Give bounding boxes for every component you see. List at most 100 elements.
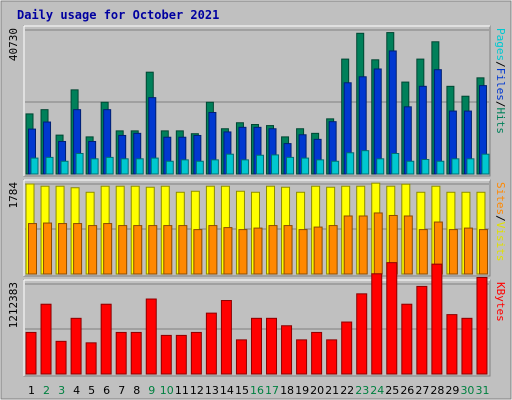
x-tick-label: 7 [118, 384, 125, 397]
bar-sites-day-29 [448, 229, 458, 275]
x-tick-label: 8 [133, 384, 140, 397]
x-tick-label: 22 [340, 384, 354, 397]
legend-entry: / [494, 61, 507, 68]
bar-pages-day-14 [225, 153, 234, 175]
bar-kbytes-day-11 [175, 334, 187, 375]
bar-sites-day-23 [358, 215, 368, 275]
bar-pages-day-31 [481, 153, 490, 175]
bar-kbytes-day-8 [130, 331, 142, 375]
bar-kbytes-day-7 [115, 331, 127, 375]
x-tick-label: 25 [385, 384, 399, 397]
x-tick-label: 17 [265, 384, 279, 397]
bar-pages-day-15 [240, 159, 249, 175]
x-tick-label: 11 [175, 384, 189, 397]
bar-kbytes-day-27 [416, 285, 428, 375]
legend-kbytes: KBytes [494, 282, 507, 322]
bar-pages-day-6 [105, 156, 114, 175]
bar-kbytes-day-4 [70, 317, 82, 375]
y-max-label: 40730 [7, 28, 20, 61]
bar-pages-day-2 [45, 156, 54, 175]
bar-kbytes-day-23 [356, 293, 368, 375]
bar-kbytes-day-31 [476, 276, 488, 375]
bar-pages-day-19 [301, 157, 310, 175]
y-max-label: 1784 [7, 182, 20, 209]
bar-kbytes-day-30 [461, 317, 473, 375]
x-tick-label: 3 [58, 384, 65, 397]
bar-kbytes-day-5 [85, 342, 97, 375]
bar-sites-day-12 [193, 229, 203, 275]
bar-pages-day-25 [391, 152, 400, 175]
bar-kbytes-day-9 [145, 298, 157, 375]
bar-sites-day-10 [163, 225, 173, 275]
legend-entry: Visits [494, 222, 507, 262]
bar-pages-day-7 [120, 158, 129, 175]
bar-sites-day-22 [343, 215, 353, 275]
bar-sites-day-4 [73, 223, 83, 275]
bar-kbytes-day-1 [25, 331, 37, 375]
bar-pages-day-28 [436, 160, 445, 175]
chart-title: Daily usage for October 2021 [17, 8, 219, 22]
bar-kbytes-day-10 [160, 334, 172, 375]
x-tick-label: 14 [220, 384, 234, 397]
x-tick-label: 15 [235, 384, 249, 397]
bar-kbytes-day-13 [205, 312, 217, 375]
bar-sites-day-18 [283, 225, 293, 275]
bar-kbytes-day-6 [100, 303, 112, 375]
bar-sites-day-8 [133, 225, 143, 275]
x-tick-label: 31 [475, 384, 489, 397]
bar-sites-day-9 [148, 225, 158, 275]
bar-files-day-28 [433, 69, 442, 175]
bar-kbytes-day-18 [281, 325, 293, 375]
bar-sites-day-7 [118, 225, 128, 275]
legend-entry: / [494, 215, 507, 222]
bar-sites-day-14 [223, 227, 233, 275]
bar-sites-day-21 [328, 225, 338, 275]
bar-pages-day-18 [286, 156, 295, 175]
bar-kbytes-day-17 [266, 317, 278, 375]
bar-pages-day-21 [331, 160, 340, 175]
bar-kbytes-day-3 [55, 340, 67, 375]
bar-pages-day-26 [406, 160, 415, 175]
bar-pages-day-20 [316, 159, 325, 175]
x-tick-label: 21 [325, 384, 339, 397]
x-tick-label: 5 [88, 384, 95, 397]
x-tick-label: 30 [460, 384, 474, 397]
bar-pages-day-16 [255, 154, 264, 175]
legend-entry: Pages [494, 28, 507, 61]
x-tick-label: 24 [370, 384, 384, 397]
bar-kbytes-day-19 [296, 339, 308, 375]
bar-pages-day-29 [451, 158, 460, 175]
bar-pages-day-11 [180, 159, 189, 175]
legend-pages-files-hits: Pages/Files/Hits [494, 28, 507, 134]
bar-kbytes-day-21 [326, 339, 338, 375]
bar-sites-day-1 [28, 223, 37, 275]
bar-sites-day-3 [58, 223, 68, 275]
bar-pages-day-17 [271, 154, 280, 175]
bar-pages-day-13 [210, 159, 219, 175]
bar-sites-day-6 [103, 223, 113, 275]
x-tick-label: 27 [415, 384, 429, 397]
bar-kbytes-day-22 [341, 321, 353, 375]
bar-pages-day-30 [466, 158, 475, 175]
bar-kbytes-day-15 [235, 339, 247, 375]
bar-pages-day-4 [75, 152, 84, 175]
bar-pages-day-12 [195, 160, 204, 175]
bar-sites-day-20 [313, 226, 323, 275]
x-tick-label: 6 [103, 384, 110, 397]
x-tick-label: 10 [160, 384, 174, 397]
x-tick-label: 23 [355, 384, 369, 397]
bar-sites-day-5 [88, 225, 98, 275]
legend-entry: KBytes [494, 282, 507, 322]
bar-pages-day-1 [30, 157, 39, 175]
x-tick-label: 2 [43, 384, 50, 397]
bar-pages-day-27 [421, 159, 430, 175]
bar-sites-day-13 [208, 225, 218, 275]
x-tick-label: 18 [280, 384, 294, 397]
bar-kbytes-day-16 [250, 317, 262, 375]
bar-sites-day-16 [253, 227, 263, 275]
bar-pages-day-23 [361, 150, 370, 175]
bar-pages-day-3 [60, 160, 69, 175]
x-tick-label: 26 [400, 384, 414, 397]
